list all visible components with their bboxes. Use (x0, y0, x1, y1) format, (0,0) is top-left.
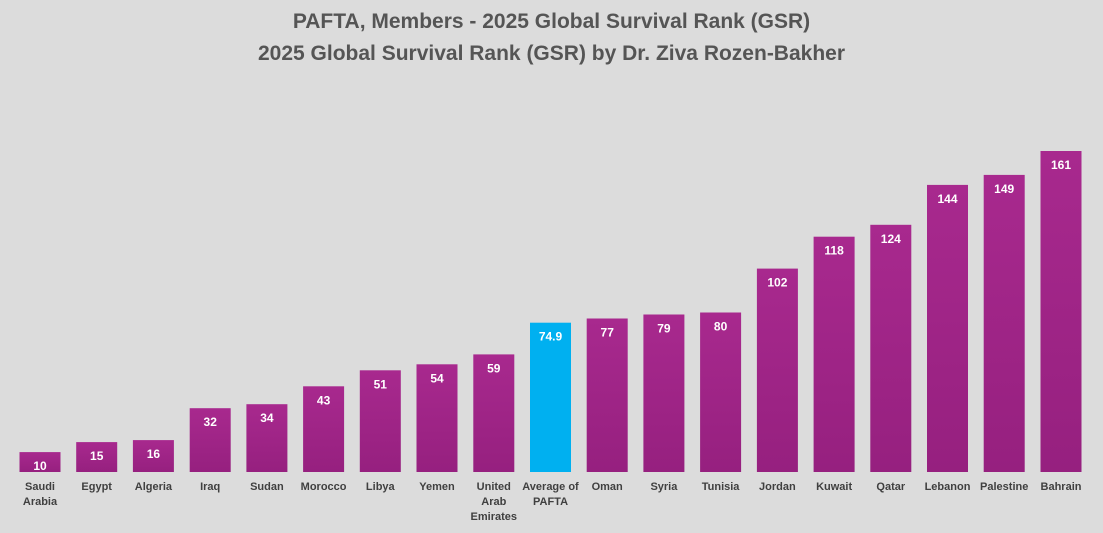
category-label-oman: Oman (592, 481, 623, 493)
bar-tunisia (700, 312, 742, 472)
bar-jordan (756, 268, 798, 472)
chart-subtitle: 2025 Global Survival Rank (GSR) by Dr. Z… (257, 42, 846, 65)
category-label-morocco: Morocco (301, 481, 347, 493)
bar-yemen (416, 364, 458, 472)
category-label-syria: Syria (650, 481, 678, 493)
bar-palestine (983, 174, 1025, 472)
bar-average-of-pafta (530, 322, 571, 472)
bar-bahrain (1040, 151, 1082, 472)
bar-united-arab-emirates (473, 354, 515, 472)
category-label-algeria: Algeria (135, 481, 173, 493)
bar-algeria (132, 440, 174, 472)
category-label-yemen: Yemen (419, 481, 455, 493)
category-label-kuwait: Kuwait (816, 481, 852, 493)
value-label-average-of-pafta: 74.9 (539, 330, 563, 344)
value-label-united-arab-emirates: 59 (487, 361, 501, 375)
bar-syria (643, 314, 685, 472)
category-label-qatar: Qatar (876, 481, 905, 493)
category-label-egypt: Egypt (81, 481, 112, 493)
bar-egypt (76, 442, 118, 472)
category-label-libya: Libya (366, 481, 396, 493)
value-label-qatar: 124 (881, 232, 901, 246)
category-label-saudi-arabia: Saudi Arabia (23, 481, 58, 508)
value-label-syria: 79 (657, 322, 671, 336)
bar-libya (359, 370, 401, 472)
value-label-tunisia: 80 (714, 320, 728, 334)
category-label-sudan: Sudan (250, 481, 284, 493)
bar-kuwait (813, 236, 855, 472)
bar-iraq (189, 408, 231, 472)
bar-morocco (303, 386, 345, 472)
bar-oman (586, 318, 628, 472)
value-label-kuwait: 118 (824, 244, 844, 258)
value-label-jordan: 102 (767, 276, 787, 290)
category-label-bahrain: Bahrain (1041, 481, 1082, 493)
value-label-palestine: 149 (994, 182, 1014, 196)
category-label-iraq: Iraq (200, 481, 220, 493)
value-label-libya: 51 (374, 377, 388, 391)
value-label-yemen: 54 (430, 371, 444, 385)
value-label-bahrain: 161 (1051, 158, 1071, 172)
value-label-iraq: 32 (204, 415, 218, 429)
category-label-jordan: Jordan (759, 481, 796, 493)
bar-lebanon (927, 184, 968, 472)
chart-title: PAFTA, Members - 2025 Global Survival Ra… (292, 10, 811, 33)
value-label-morocco: 43 (317, 393, 331, 407)
value-label-saudi-arabia: 10 (33, 459, 47, 473)
value-label-sudan: 34 (260, 411, 274, 425)
bar-saudi-arabia (19, 452, 61, 472)
category-label-lebanon: Lebanon (925, 481, 971, 493)
category-label-palestine: Palestine (980, 481, 1028, 493)
category-label-average-of-pafta: Average of PAFTA (522, 481, 579, 508)
value-label-oman: 77 (601, 326, 615, 340)
value-label-egypt: 15 (90, 449, 104, 463)
category-label-united-arab-emirates: United Arab Emirates (471, 481, 517, 523)
bar-qatar (870, 224, 912, 472)
value-label-lebanon: 144 (937, 192, 957, 206)
category-label-tunisia: Tunisia (702, 481, 741, 493)
bar-sudan (246, 404, 288, 472)
value-label-algeria: 16 (147, 447, 161, 461)
